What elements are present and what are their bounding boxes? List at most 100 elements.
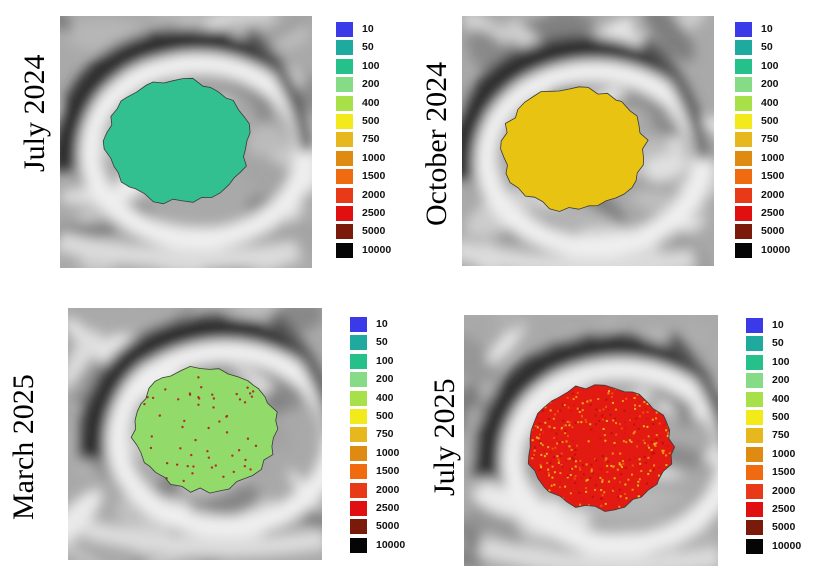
legend-item: 200 bbox=[350, 372, 430, 388]
legend-label: 10000 bbox=[376, 538, 406, 551]
legend-label: 10000 bbox=[362, 243, 392, 256]
legend-swatch bbox=[336, 187, 353, 203]
legend-item: 2000 bbox=[746, 483, 814, 499]
legend-label: 750 bbox=[376, 428, 394, 441]
legend-swatch bbox=[350, 482, 367, 498]
map-view bbox=[60, 16, 312, 268]
legend-item: 10 bbox=[746, 318, 814, 333]
legend-label: 400 bbox=[772, 392, 790, 405]
panel-title: July 2025 bbox=[428, 378, 461, 496]
legend-swatch bbox=[350, 372, 367, 388]
legend-swatch bbox=[746, 428, 763, 444]
legend-label: 10000 bbox=[761, 243, 791, 256]
legend-swatch bbox=[746, 520, 763, 536]
legend-swatch bbox=[735, 242, 752, 258]
legend-item: 1500 bbox=[350, 464, 430, 480]
legend-label: 50 bbox=[376, 336, 388, 349]
legend-item: 1000 bbox=[350, 445, 430, 461]
legend-swatch bbox=[350, 409, 367, 424]
legend-swatch bbox=[735, 77, 752, 93]
legend-swatch bbox=[735, 150, 752, 166]
legend-label: 400 bbox=[376, 391, 394, 404]
legend-label: 400 bbox=[362, 96, 380, 109]
legend-label: 750 bbox=[362, 133, 380, 146]
legend-label: 200 bbox=[772, 374, 790, 387]
map-view bbox=[462, 16, 714, 266]
legend-label: 200 bbox=[362, 78, 380, 91]
legend-item: 100 bbox=[746, 354, 814, 370]
legend-label: 500 bbox=[362, 115, 380, 127]
legend-swatch bbox=[746, 538, 763, 554]
legend-item: 2000 bbox=[350, 482, 430, 498]
legend-swatch bbox=[735, 187, 752, 203]
legend-label: 500 bbox=[376, 410, 394, 422]
legend-label: 2500 bbox=[376, 502, 400, 514]
legend-label: 10 bbox=[761, 23, 773, 35]
legend-label: 5000 bbox=[376, 520, 400, 533]
legend-swatch bbox=[350, 464, 367, 480]
legend-swatch bbox=[735, 40, 752, 56]
legend-label: 100 bbox=[772, 355, 790, 368]
legend-label: 1000 bbox=[761, 151, 785, 164]
legend-swatch bbox=[350, 537, 367, 553]
legend-swatch bbox=[746, 446, 763, 462]
legend-item: 10 bbox=[735, 22, 814, 37]
legend-label: 1500 bbox=[362, 170, 386, 183]
legend-item: 50 bbox=[735, 40, 814, 56]
legend-item: 5000 bbox=[350, 519, 430, 535]
legend-item: 500 bbox=[350, 409, 430, 424]
legend-swatch bbox=[336, 132, 353, 148]
legend-swatch bbox=[336, 22, 353, 37]
legend-item: 1000 bbox=[735, 150, 814, 166]
legend-label: 2500 bbox=[362, 207, 386, 219]
legend-label: 750 bbox=[761, 133, 779, 146]
legend-item: 2000 bbox=[336, 187, 416, 203]
panel-title: October 2024 bbox=[420, 61, 453, 226]
legend-label: 750 bbox=[772, 429, 790, 442]
legend-item: 5000 bbox=[735, 224, 814, 240]
legend-item: 750 bbox=[746, 428, 814, 444]
legend-label: 1500 bbox=[376, 465, 400, 478]
legend-swatch bbox=[746, 373, 763, 389]
legend-label: 2500 bbox=[761, 207, 785, 219]
legend-swatch bbox=[350, 317, 367, 332]
legend-label: 5000 bbox=[772, 521, 796, 534]
legend-label: 400 bbox=[761, 96, 779, 109]
legend-label: 10000 bbox=[772, 539, 802, 552]
legend-item: 400 bbox=[746, 391, 814, 407]
legend-item: 1000 bbox=[746, 446, 814, 462]
legend-swatch bbox=[735, 206, 752, 221]
map-view bbox=[464, 315, 718, 566]
legend-item: 1500 bbox=[735, 169, 814, 185]
legend-swatch bbox=[735, 114, 752, 129]
legend-item: 2500 bbox=[735, 206, 814, 221]
legend-swatch bbox=[735, 169, 752, 185]
legend-swatch bbox=[336, 58, 353, 74]
legend-item: 400 bbox=[336, 95, 416, 111]
legend-swatch bbox=[735, 95, 752, 111]
legend-item: 500 bbox=[336, 114, 416, 129]
legend-item: 400 bbox=[735, 95, 814, 111]
legend-item: 50 bbox=[746, 336, 814, 352]
legend-label: 2000 bbox=[376, 483, 400, 496]
legend-label: 100 bbox=[376, 354, 394, 367]
legend-item: 100 bbox=[350, 353, 430, 369]
legend-item: 400 bbox=[350, 390, 430, 406]
legend-label: 50 bbox=[761, 41, 773, 54]
legend-swatch bbox=[336, 224, 353, 240]
legend-item: 2500 bbox=[746, 502, 814, 517]
legend-swatch bbox=[746, 354, 763, 370]
legend-swatch bbox=[336, 95, 353, 111]
legend-label: 5000 bbox=[362, 225, 386, 238]
legend-item: 200 bbox=[746, 373, 814, 389]
legend-item: 200 bbox=[735, 77, 814, 93]
legend-label: 500 bbox=[761, 115, 779, 127]
legend-item: 10000 bbox=[350, 537, 430, 553]
legend-label: 10 bbox=[772, 319, 784, 331]
legend-item: 1500 bbox=[746, 465, 814, 481]
legend-swatch bbox=[350, 519, 367, 535]
panel-title: July 2024 bbox=[18, 54, 51, 172]
legend-item: 2000 bbox=[735, 187, 814, 203]
legend-label: 1500 bbox=[761, 170, 785, 183]
legend-swatch bbox=[735, 22, 752, 37]
